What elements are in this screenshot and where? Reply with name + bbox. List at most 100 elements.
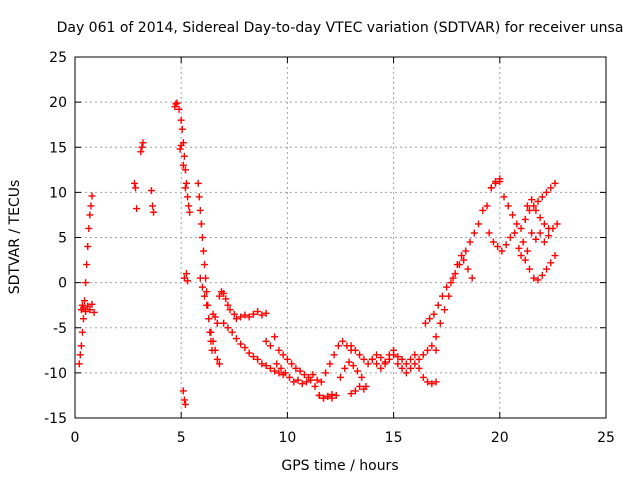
data-point xyxy=(271,333,279,341)
data-point xyxy=(79,304,87,312)
data-point xyxy=(81,297,89,305)
data-point xyxy=(220,289,228,297)
data-point xyxy=(86,211,94,219)
data-point xyxy=(332,391,340,399)
data-point xyxy=(324,392,332,400)
data-point xyxy=(85,224,93,232)
data-point xyxy=(147,187,155,195)
data-point xyxy=(224,324,232,332)
data-point xyxy=(339,337,347,345)
data-point xyxy=(360,385,368,393)
data-point xyxy=(398,355,406,363)
data-point xyxy=(511,229,519,237)
data-point xyxy=(347,390,355,398)
data-point xyxy=(317,378,325,386)
data-point xyxy=(220,319,228,327)
data-point xyxy=(215,360,223,368)
data-point xyxy=(547,184,555,192)
data-point xyxy=(411,360,419,368)
data-point xyxy=(241,311,249,319)
data-point xyxy=(551,252,559,260)
data-point xyxy=(443,283,451,291)
data-point xyxy=(449,274,457,282)
data-point xyxy=(75,360,83,368)
data-point xyxy=(203,301,211,309)
data-point xyxy=(88,300,96,308)
data-point xyxy=(283,355,291,363)
data-point xyxy=(288,360,296,368)
data-point xyxy=(139,139,147,147)
data-point xyxy=(281,369,289,377)
data-point xyxy=(458,252,466,260)
data-point xyxy=(455,261,463,269)
data-point xyxy=(87,202,95,210)
data-point xyxy=(203,288,211,296)
data-point xyxy=(200,247,208,255)
data-point xyxy=(79,315,87,323)
data-point xyxy=(534,197,542,205)
data-point xyxy=(421,319,429,327)
data-point xyxy=(245,313,253,321)
data-point xyxy=(271,367,279,375)
data-point xyxy=(538,193,546,201)
data-point xyxy=(394,360,402,368)
data-point xyxy=(489,238,497,246)
y-tick-label: 5 xyxy=(58,231,67,247)
data-point xyxy=(309,371,317,379)
data-point xyxy=(181,400,189,408)
data-point xyxy=(506,234,514,241)
data-point xyxy=(84,243,92,251)
data-point xyxy=(258,360,266,368)
data-point xyxy=(553,220,561,228)
data-point xyxy=(377,354,385,362)
data-point xyxy=(536,214,544,222)
data-point xyxy=(237,313,245,321)
data-point xyxy=(334,342,342,350)
y-tick-label: -5 xyxy=(53,321,67,337)
data-point xyxy=(195,193,203,201)
data-point xyxy=(286,373,294,381)
data-point xyxy=(181,184,189,192)
data-point xyxy=(226,306,234,314)
data-point xyxy=(181,166,189,174)
data-point xyxy=(517,224,525,232)
data-point xyxy=(466,238,474,246)
data-point xyxy=(298,380,306,388)
data-point xyxy=(175,105,183,113)
data-point xyxy=(211,346,219,354)
data-point xyxy=(532,235,540,243)
data-point xyxy=(451,270,459,278)
data-point xyxy=(515,244,523,252)
data-point xyxy=(424,378,432,386)
x-tick-label: 20 xyxy=(491,430,509,446)
data-point xyxy=(262,309,270,317)
data-point xyxy=(519,238,527,246)
data-point xyxy=(394,353,402,361)
data-point xyxy=(277,364,285,372)
data-point xyxy=(373,351,381,359)
data-point xyxy=(523,247,531,255)
data-point xyxy=(130,179,138,187)
y-tick-label: 10 xyxy=(49,185,67,201)
data-point xyxy=(237,340,245,348)
data-point xyxy=(402,360,410,368)
y-tick-label: -15 xyxy=(44,411,67,427)
data-point xyxy=(313,376,321,384)
data-point xyxy=(77,342,85,350)
data-point xyxy=(184,193,192,201)
data-point xyxy=(198,283,206,291)
data-point xyxy=(279,351,287,359)
data-point xyxy=(347,342,355,350)
data-point xyxy=(183,179,191,187)
data-point xyxy=(540,238,548,246)
data-point xyxy=(530,202,538,210)
x-tick-label: 0 xyxy=(71,430,80,446)
data-point xyxy=(492,178,500,186)
axis-ticks xyxy=(74,56,607,419)
data-point xyxy=(138,143,146,151)
data-point xyxy=(447,279,455,287)
data-point xyxy=(381,360,389,368)
data-point xyxy=(179,161,187,169)
data-point xyxy=(377,364,385,372)
